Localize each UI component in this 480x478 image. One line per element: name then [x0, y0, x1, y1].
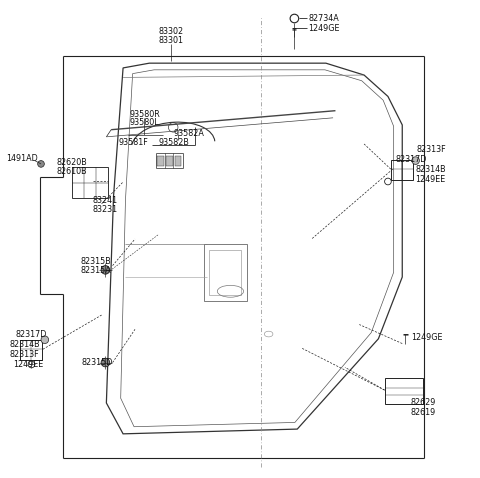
Bar	[166, 156, 173, 166]
Bar	[157, 156, 164, 166]
Text: 83301: 83301	[158, 36, 183, 45]
Text: 82629: 82629	[411, 399, 436, 407]
Text: 93581F: 93581F	[118, 138, 148, 147]
Text: 83231: 83231	[92, 205, 117, 214]
Text: 82734A: 82734A	[308, 14, 339, 23]
Bar	[384, 378, 423, 404]
Circle shape	[101, 266, 110, 274]
Text: 93582B: 93582B	[159, 138, 190, 147]
Text: 82620B: 82620B	[56, 159, 87, 167]
Bar	[175, 156, 181, 166]
Text: 1249GE: 1249GE	[411, 333, 443, 342]
Text: 93582A: 93582A	[173, 129, 204, 138]
Bar	[72, 167, 108, 198]
Text: 1249EE: 1249EE	[13, 360, 44, 369]
Circle shape	[101, 358, 110, 367]
Text: 82313F: 82313F	[10, 349, 40, 358]
Bar	[204, 244, 247, 301]
Text: 82610B: 82610B	[56, 166, 87, 175]
Text: 82317D: 82317D	[16, 329, 47, 338]
Bar	[209, 250, 241, 295]
Bar	[391, 160, 413, 180]
Text: 82315D: 82315D	[82, 358, 113, 367]
Text: 83302: 83302	[158, 27, 183, 36]
Text: 83241: 83241	[92, 196, 117, 205]
Text: 82315A: 82315A	[80, 266, 111, 275]
Bar	[21, 340, 42, 360]
Text: 82314B: 82314B	[416, 165, 446, 174]
Text: 82313F: 82313F	[417, 145, 446, 154]
Text: 82314B: 82314B	[10, 340, 41, 349]
Text: 82619: 82619	[411, 408, 436, 417]
Circle shape	[37, 161, 44, 167]
Text: 1249EE: 1249EE	[416, 174, 446, 184]
Circle shape	[412, 157, 420, 164]
Text: 1249GE: 1249GE	[308, 24, 340, 33]
Text: 82315B: 82315B	[80, 257, 111, 266]
Text: 1491AD: 1491AD	[6, 154, 38, 163]
Circle shape	[41, 336, 48, 344]
Text: 93580L: 93580L	[129, 118, 159, 127]
Text: 93580R: 93580R	[129, 110, 160, 119]
Text: 82317D: 82317D	[396, 155, 427, 163]
